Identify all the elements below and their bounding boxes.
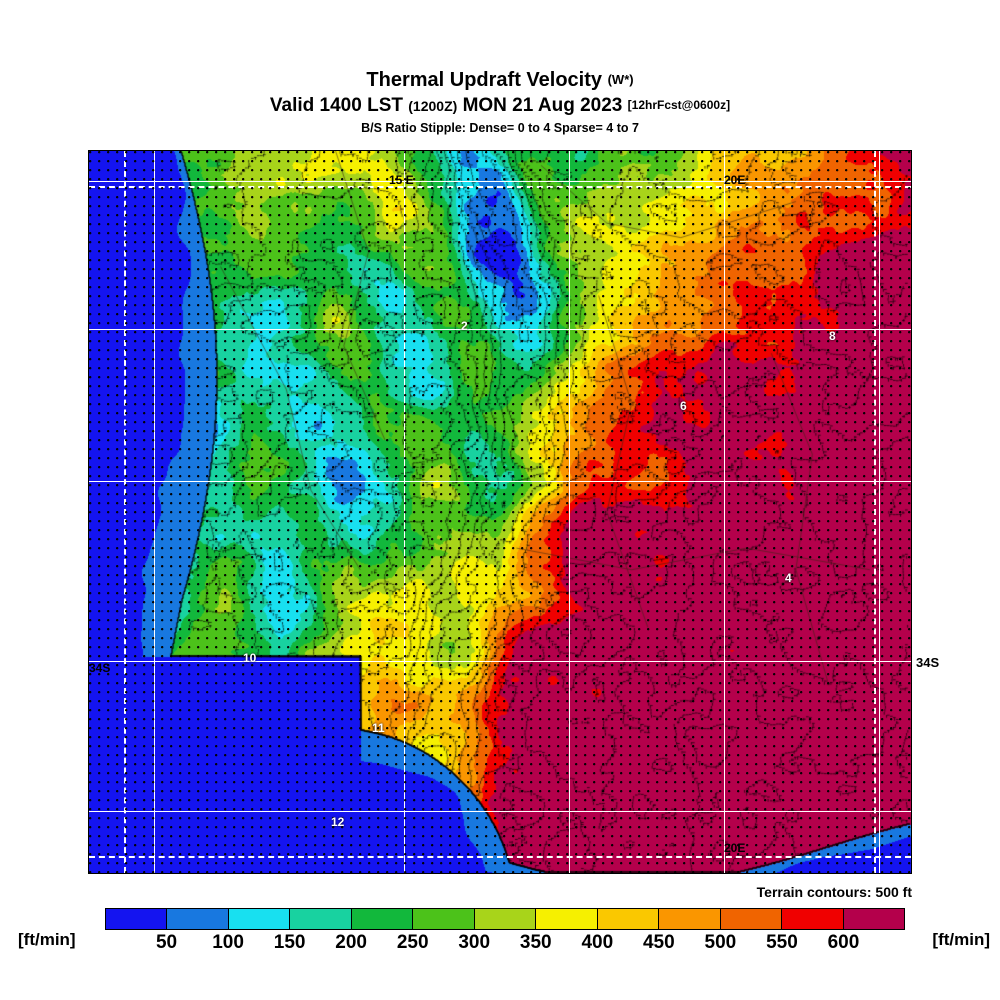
contour-label-8: 8 bbox=[829, 329, 836, 343]
stipple-overlay bbox=[89, 151, 911, 873]
colorbar-band-3 bbox=[290, 909, 352, 929]
colorbar-tick-100: 100 bbox=[212, 932, 244, 953]
valid-time-line: Valid 1400 LST (1200Z) MON 21 Aug 2023 [… bbox=[0, 93, 1000, 118]
map-label-layer: 15 E 20E 20E 34S 2 8 6 4 10 11 12 bbox=[89, 151, 911, 873]
valid-utc: (1200Z) bbox=[408, 98, 458, 114]
colorbar-tick-200: 200 bbox=[335, 932, 367, 953]
colorbar-band-8 bbox=[597, 909, 660, 929]
colorbar-tick-600: 600 bbox=[827, 932, 860, 953]
colorbar-band-11 bbox=[782, 909, 844, 929]
title-block: Thermal Updraft Velocity (W*) Valid 1400… bbox=[0, 68, 1000, 136]
colorbar-band-1 bbox=[167, 909, 229, 929]
colorbar-band-9 bbox=[659, 909, 721, 929]
colorbar-legend: [ft/min] 50 100 150 200 250 300 350 400 450 500 55… bbox=[0, 906, 1000, 966]
forecast-map[interactable]: 15 E 20E 20E 34S 2 8 6 4 10 11 12 bbox=[88, 150, 912, 874]
colorbar-tick-450: 450 bbox=[642, 932, 675, 953]
colorbar-tick-250: 250 bbox=[396, 932, 429, 953]
colorbar-band-10 bbox=[720, 909, 783, 929]
colorbar-tick-550: 550 bbox=[766, 932, 798, 953]
colorbar-tick-labels: 50 100 150 200 250 300 350 400 450 500 550 600 bbox=[105, 932, 905, 958]
contour-label-4: 4 bbox=[785, 571, 792, 585]
valid-date: MON 21 Aug 2023 bbox=[462, 95, 623, 116]
colorbar-band-5 bbox=[413, 909, 475, 929]
colorbar-tick-300: 300 bbox=[458, 932, 491, 953]
colorbar-band-6 bbox=[474, 909, 537, 929]
colorbar-tick-150: 150 bbox=[273, 932, 306, 953]
colorbar-band-4 bbox=[351, 909, 414, 929]
colorbar-band-12 bbox=[843, 909, 905, 929]
main-title-variable: (W*) bbox=[607, 72, 634, 87]
page-title: Thermal Updraft Velocity (W*) bbox=[0, 68, 1000, 92]
forecast-tag: [12hrFcst@0600z] bbox=[627, 98, 731, 112]
lat-label-right: 34S bbox=[916, 655, 940, 670]
colorbar-swatches bbox=[105, 908, 905, 930]
map-edge-label-3: 34S bbox=[89, 661, 111, 675]
colorbar-tick-350: 350 bbox=[519, 932, 552, 953]
map-edge-label-2: 20E bbox=[724, 841, 746, 855]
colorbar-tick-400: 400 bbox=[581, 932, 614, 953]
terrain-contour-note: Terrain contours: 500 ft bbox=[756, 884, 912, 900]
colorbar-band-7 bbox=[536, 909, 598, 929]
contour-label-2: 2 bbox=[461, 319, 468, 333]
colorbar-band-0 bbox=[106, 909, 168, 929]
main-title-text: Thermal Updraft Velocity bbox=[366, 69, 603, 91]
contour-label-6: 6 bbox=[680, 399, 687, 413]
map-edge-label-1: 20E bbox=[724, 173, 746, 187]
colorbar-unit-left: [ft/min] bbox=[18, 930, 76, 949]
colorbar-tick-50: 50 bbox=[155, 932, 178, 953]
contour-label-11: 11 bbox=[372, 721, 385, 735]
stipple-legend-note: B/S Ratio Stipple: Dense= 0 to 4 Sparse=… bbox=[361, 121, 639, 135]
colorbar-tick-500: 500 bbox=[704, 932, 737, 953]
contour-label-10: 10 bbox=[243, 651, 257, 665]
map-edge-label-0: 15 E bbox=[389, 173, 414, 187]
valid-time: Valid 1400 LST bbox=[269, 95, 403, 116]
colorbar-band-2 bbox=[228, 909, 291, 929]
contour-label-12: 12 bbox=[331, 815, 345, 829]
colorbar-unit-right: [ft/min] bbox=[932, 930, 990, 949]
